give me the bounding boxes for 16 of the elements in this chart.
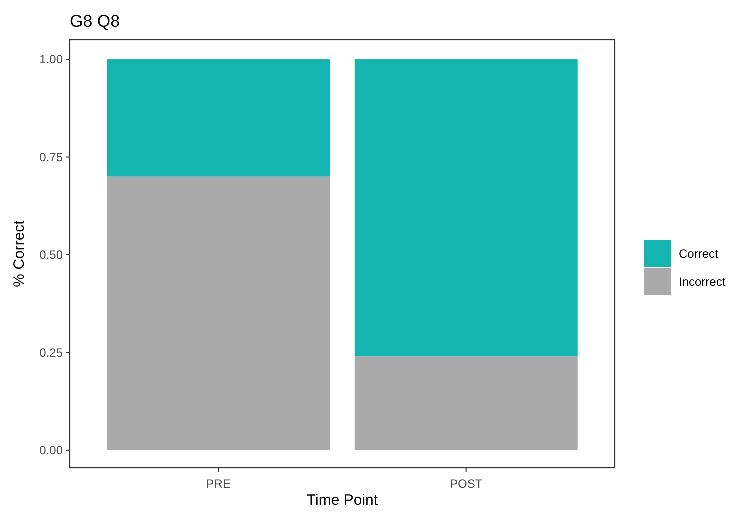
legend-label: Incorrect [679, 275, 726, 290]
legend-label: Correct [679, 247, 720, 262]
y-tick-label: 0.00 [40, 444, 64, 458]
y-tick-label: 0.25 [40, 346, 64, 360]
y-tick-label: 0.75 [40, 150, 64, 164]
bar [107, 60, 330, 177]
y-tick-label: 0.50 [40, 248, 64, 262]
x-tick-label: PRE [206, 477, 231, 491]
x-axis-title: Time Point [306, 492, 379, 509]
bar [107, 176, 330, 450]
chart-title: G8 Q8 [70, 12, 120, 31]
y-axis-title: % Correct [11, 220, 28, 288]
y-tick-label: 1.00 [40, 52, 64, 67]
x-tick-label: POST [450, 477, 484, 491]
bar [354, 356, 578, 450]
bar [354, 60, 578, 357]
